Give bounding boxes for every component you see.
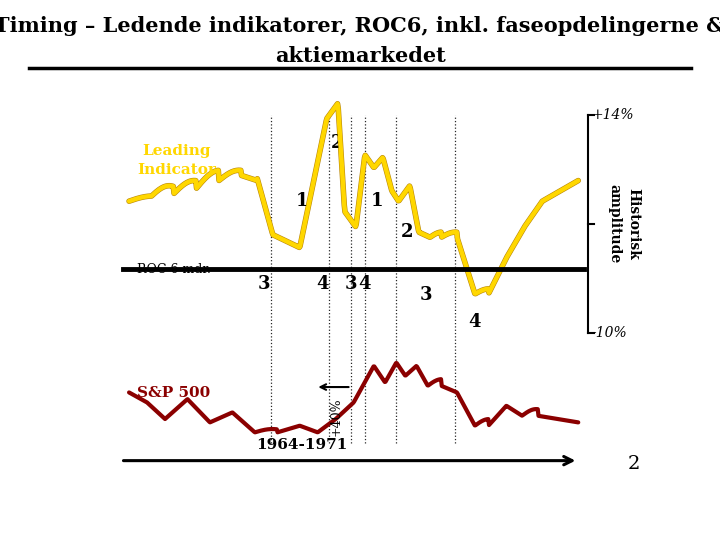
Text: 1: 1 [296,192,308,210]
Text: 3: 3 [345,274,357,293]
Text: Leading
Indicator: Leading Indicator [137,144,216,177]
Text: -10%: -10% [591,326,626,340]
Text: 3: 3 [258,274,270,293]
Text: 1964-1971: 1964-1971 [256,438,348,453]
Text: 1: 1 [371,192,383,210]
Text: aktiemarkedet: aktiemarkedet [274,46,446,66]
Text: Historisk
amplitude: Historisk amplitude [608,184,640,264]
Text: ROC 6 mdr.: ROC 6 mdr. [138,263,211,276]
Text: S&P 500: S&P 500 [138,386,211,400]
Text: 2: 2 [400,224,413,241]
Text: Timing – Ledende indikatorer, ROC6, inkl. faseopdelingerne &: Timing – Ledende indikatorer, ROC6, inkl… [0,16,720,36]
Text: 4: 4 [316,274,328,293]
Text: 3: 3 [419,286,432,303]
Text: 4: 4 [469,313,481,331]
Text: 4: 4 [358,274,371,293]
Text: 2: 2 [627,455,639,473]
Text: 2: 2 [330,134,343,152]
Text: +40%: +40% [330,397,343,436]
Text: +14%: +14% [591,107,634,122]
